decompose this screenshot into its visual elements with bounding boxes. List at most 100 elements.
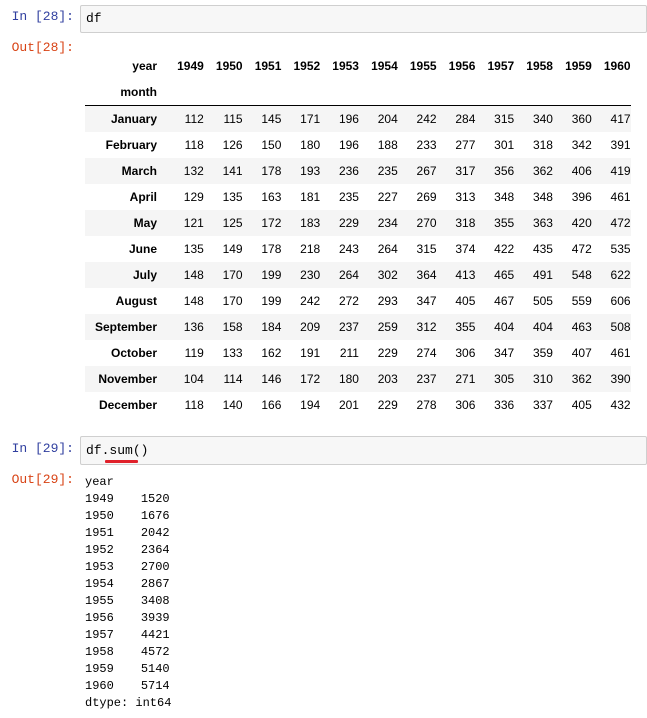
table-cell: 236 bbox=[338, 164, 359, 178]
table-cell: 302 bbox=[377, 268, 398, 282]
table-row: August 148 170 199 242 272 293 347 405 467 505 559 6… bbox=[85, 288, 631, 314]
table-cell: 417 bbox=[610, 112, 631, 126]
index-header-spacer bbox=[165, 79, 204, 106]
table-cell: 237 bbox=[338, 320, 359, 334]
series-value: 3408 bbox=[140, 594, 170, 608]
index-header-spacer bbox=[358, 79, 398, 106]
method-underline-annotation bbox=[105, 460, 138, 463]
table-cell: 235 bbox=[377, 164, 398, 178]
table-cell: 233 bbox=[416, 138, 437, 152]
table-cell: 148 bbox=[183, 268, 204, 282]
table-cell: 193 bbox=[300, 164, 321, 178]
series-index: 1954 bbox=[85, 577, 114, 591]
table-cell: 390 bbox=[610, 372, 631, 386]
table-cell: 313 bbox=[455, 190, 476, 204]
table-cell: 163 bbox=[261, 190, 282, 204]
table-cell: 269 bbox=[416, 190, 437, 204]
table-cell: 310 bbox=[532, 372, 553, 386]
table-cell: 348 bbox=[494, 190, 515, 204]
column-header: 1954 bbox=[371, 59, 398, 73]
table-cell: 396 bbox=[571, 190, 592, 204]
table-row: October 119 133 162 191 211 229 274 306 347 359 407… bbox=[85, 340, 631, 366]
table-row: December 118 140 166 194 201 229 278 306 336 337 40… bbox=[85, 392, 631, 418]
series-row: 1958 4572 bbox=[85, 644, 171, 661]
table-cell: 362 bbox=[532, 164, 553, 178]
table-row: May 121 125 172 183 229 234 270 318 355 363 420 472 bbox=[85, 210, 631, 236]
row-label: December bbox=[98, 398, 157, 412]
column-header: 1950 bbox=[215, 59, 243, 73]
table-cell: 461 bbox=[610, 346, 631, 360]
table-cell: 183 bbox=[300, 216, 321, 230]
table-cell: 337 bbox=[532, 398, 553, 412]
table-index-header-row: month bbox=[85, 79, 631, 106]
table-cell: 559 bbox=[571, 294, 592, 308]
table-cell: 141 bbox=[222, 164, 243, 178]
table-cell: 318 bbox=[455, 216, 476, 230]
table-cell: 180 bbox=[338, 372, 359, 386]
table-cell: 230 bbox=[300, 268, 321, 282]
series-value: 4572 bbox=[140, 645, 170, 659]
table-cell: 278 bbox=[416, 398, 437, 412]
table-cell: 119 bbox=[184, 346, 204, 360]
table-cell: 267 bbox=[416, 164, 437, 178]
series-value: 1520 bbox=[140, 492, 170, 506]
table-cell: 305 bbox=[494, 372, 515, 386]
table-cell: 149 bbox=[222, 242, 243, 256]
column-header: 1959 bbox=[565, 59, 592, 73]
series-row: 1952 2364 bbox=[85, 542, 171, 559]
series-index: 1952 bbox=[85, 543, 114, 557]
table-cell: 271 bbox=[455, 372, 476, 386]
code-suffix: () bbox=[132, 443, 149, 458]
series-index: 1950 bbox=[85, 509, 114, 523]
table-cell: 407 bbox=[571, 346, 592, 360]
code-cell-29[interactable]: df.sum() bbox=[80, 436, 647, 465]
table-cell: 118 bbox=[184, 138, 204, 152]
series-value: 2867 bbox=[140, 577, 170, 591]
series-value: 2700 bbox=[140, 560, 170, 574]
columns-name-label: year bbox=[132, 59, 157, 73]
table-cell: 229 bbox=[377, 346, 398, 360]
code-text-28: df bbox=[86, 11, 102, 26]
series-row: 1949 1520 bbox=[85, 491, 171, 508]
series-row: 1950 1676 bbox=[85, 508, 171, 525]
series-value: 4421 bbox=[140, 628, 170, 642]
column-header: 1957 bbox=[487, 59, 515, 73]
table-cell: 235 bbox=[338, 190, 359, 204]
table-cell: 242 bbox=[300, 294, 321, 308]
row-label: February bbox=[105, 138, 157, 152]
code-cell-28[interactable]: df bbox=[80, 5, 647, 33]
table-cell: 126 bbox=[222, 138, 243, 152]
series-index: 1949 bbox=[85, 492, 114, 506]
table-cell: 274 bbox=[416, 346, 437, 360]
column-header: 1949 bbox=[177, 59, 204, 73]
table-cell: 133 bbox=[222, 346, 243, 360]
table-cell: 347 bbox=[494, 346, 515, 360]
row-label: March bbox=[121, 164, 157, 178]
table-cell: 172 bbox=[300, 372, 321, 386]
index-header-spacer bbox=[591, 79, 631, 106]
table-cell: 184 bbox=[261, 320, 282, 334]
table-cell: 145 bbox=[261, 112, 282, 126]
table-cell: 171 bbox=[300, 112, 321, 126]
series-index: 1958 bbox=[85, 645, 114, 659]
table-cell: 264 bbox=[377, 242, 398, 256]
table-cell: 194 bbox=[300, 398, 321, 412]
series-value: 5140 bbox=[140, 662, 170, 676]
table-cell: 272 bbox=[338, 294, 359, 308]
table-cell: 129 bbox=[183, 190, 204, 204]
row-label: September bbox=[94, 320, 157, 334]
table-cell: 340 bbox=[532, 112, 553, 126]
row-label: August bbox=[115, 294, 157, 308]
table-cell: 166 bbox=[261, 398, 282, 412]
table-row: March 132 141 178 193 236 235 267 317 356 362 406 41… bbox=[85, 158, 631, 184]
table-cell: 422 bbox=[494, 242, 515, 256]
table-cell: 135 bbox=[222, 190, 243, 204]
table-cell: 404 bbox=[532, 320, 553, 334]
series-index: 1953 bbox=[85, 560, 114, 574]
table-cell: 191 bbox=[300, 346, 321, 360]
series-index: 1956 bbox=[85, 611, 114, 625]
column-header: 1960 bbox=[603, 59, 631, 73]
table-cell: 242 bbox=[416, 112, 437, 126]
index-header-spacer bbox=[281, 79, 321, 106]
table-cell: 196 bbox=[338, 112, 359, 126]
